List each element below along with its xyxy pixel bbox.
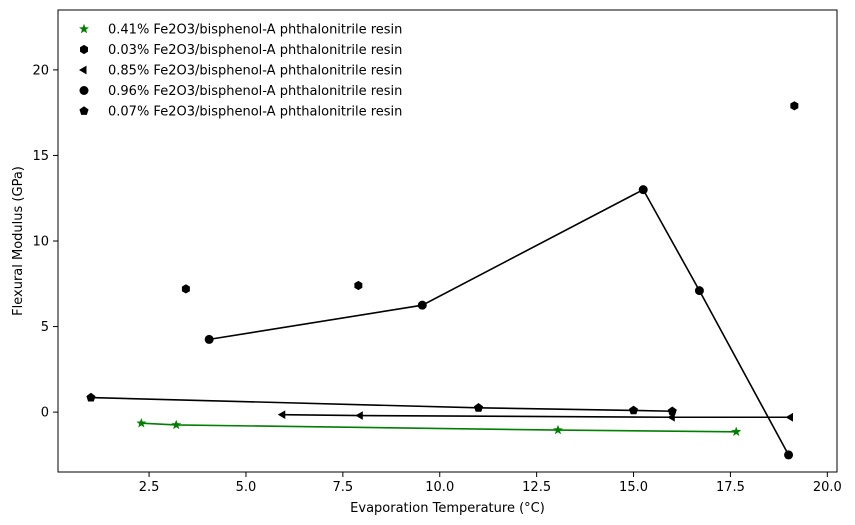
- series-line: [90, 396, 673, 413]
- legend-label: 0.03% Fe2O3/bisphenol-A phthalonitrile r…: [108, 43, 402, 58]
- data-point-pentagon: [628, 405, 639, 415]
- legend-marker-pentagon: [79, 106, 89, 115]
- data-point-pentagon: [667, 406, 677, 416]
- x-axis-label: Evaporation Temperature (°C): [350, 501, 545, 516]
- legend-marker-hexagon: [80, 44, 88, 55]
- y-axis-ticks: 0 5 10 15 20: [32, 63, 58, 421]
- data-point-star: [553, 424, 563, 435]
- data-point-triangle-left: [277, 410, 286, 420]
- y-tick-label: 20: [32, 63, 49, 78]
- legend-marker-circle: [79, 86, 89, 95]
- x-tick-label: 15.0: [619, 480, 648, 495]
- plot-frame: [57, 9, 838, 473]
- data-point-hexagon: [790, 101, 799, 111]
- series-points: [86, 101, 799, 460]
- x-tick-label: 12.5: [522, 480, 551, 495]
- series-lines: [90, 188, 791, 456]
- x-tick-label: 5.0: [236, 480, 257, 495]
- legend-label: 0.07% Fe2O3/bisphenol-A phthalonitrile r…: [108, 105, 402, 120]
- data-point-pentagon: [86, 392, 96, 402]
- legend-label: 0.41% Fe2O3/bisphenol-A phthalonitrile r…: [108, 23, 402, 38]
- data-point-circle: [694, 286, 704, 296]
- legend: 0.41% Fe2O3/bisphenol-A phthalonitrile r…: [79, 23, 402, 120]
- x-tick-label: 2.5: [139, 480, 160, 495]
- x-tick-label: 20.0: [813, 480, 842, 495]
- y-axis-label: Flexural Modulus (GPa): [11, 166, 26, 316]
- legend-label: 0.85% Fe2O3/bisphenol-A phthalonitrile r…: [108, 64, 402, 79]
- data-point-triangle-left: [785, 412, 793, 422]
- data-point-star: [136, 418, 147, 428]
- x-tick-label: 7.5: [333, 480, 354, 495]
- x-axis-ticks: 2.5 5.0 7.5 10.0 12.5 15.0 17.5 20.0: [139, 472, 842, 495]
- x-tick-label: 17.5: [716, 480, 745, 495]
- data-point-triangle-left: [355, 411, 363, 420]
- y-tick-label: 5: [41, 320, 49, 335]
- y-tick-label: 0: [41, 406, 49, 421]
- data-point-hexagon: [181, 284, 190, 294]
- data-point-circle: [204, 334, 214, 344]
- data-point-hexagon: [354, 280, 363, 291]
- y-tick-label: 10: [32, 235, 49, 250]
- legend-marker-triangle-left: [79, 65, 87, 75]
- data-point-circle: [417, 300, 427, 310]
- data-point-circle: [638, 185, 648, 195]
- data-point-star: [731, 426, 742, 436]
- data-point-star: [171, 419, 182, 430]
- legend-marker-star: [79, 23, 89, 34]
- x-tick-label: 10.0: [425, 480, 454, 495]
- y-tick-label: 15: [32, 149, 49, 164]
- data-point-pentagon: [473, 403, 484, 412]
- data-point-circle: [784, 450, 794, 460]
- legend-label: 0.96% Fe2O3/bisphenol-A phthalonitrile r…: [108, 84, 402, 99]
- series-line: [282, 413, 791, 419]
- series-line: [141, 422, 737, 433]
